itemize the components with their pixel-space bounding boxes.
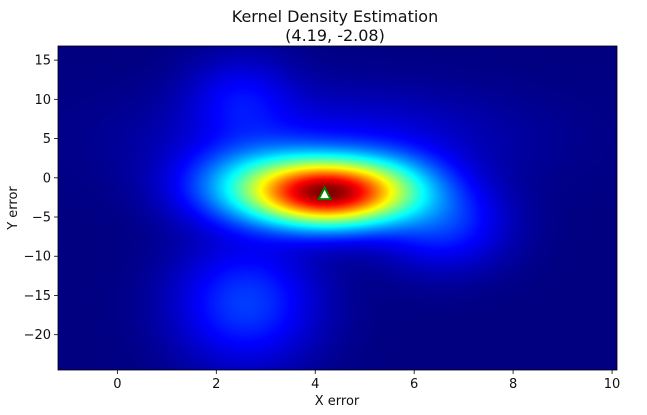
y-tick-label: −10 [24, 250, 51, 265]
y-tick-label: −5 [32, 211, 51, 226]
y-axis-ticks: 15 10 5 0 −5 −10 −15 −20 [24, 54, 58, 343]
peak-marker-triangle [316, 185, 333, 201]
x-axis-ticks: 0 2 4 6 8 10 [113, 370, 620, 392]
x-tick-label: 4 [311, 377, 319, 392]
y-tick-label: 0 [43, 171, 51, 186]
y-axis-label: Y error [6, 186, 21, 231]
x-tick-label: 2 [212, 377, 220, 392]
chart-subtitle: (4.19, -2.08) [285, 26, 385, 45]
chart-title: Kernel Density Estimation [232, 7, 438, 26]
y-tick-label: −15 [24, 289, 51, 304]
plot-area [57, 45, 618, 371]
y-tick-label: 5 [43, 132, 51, 147]
x-tick-label: 8 [509, 377, 517, 392]
y-tick-label: 10 [34, 93, 51, 108]
plot-frame [57, 45, 618, 371]
x-tick-label: 10 [604, 377, 621, 392]
x-axis-label: X error [315, 394, 360, 409]
density-heatmap [58, 46, 617, 370]
x-tick-label: 0 [113, 377, 121, 392]
x-tick-label: 6 [410, 377, 418, 392]
y-tick-label: 15 [34, 54, 51, 69]
y-tick-label: −20 [24, 328, 51, 343]
